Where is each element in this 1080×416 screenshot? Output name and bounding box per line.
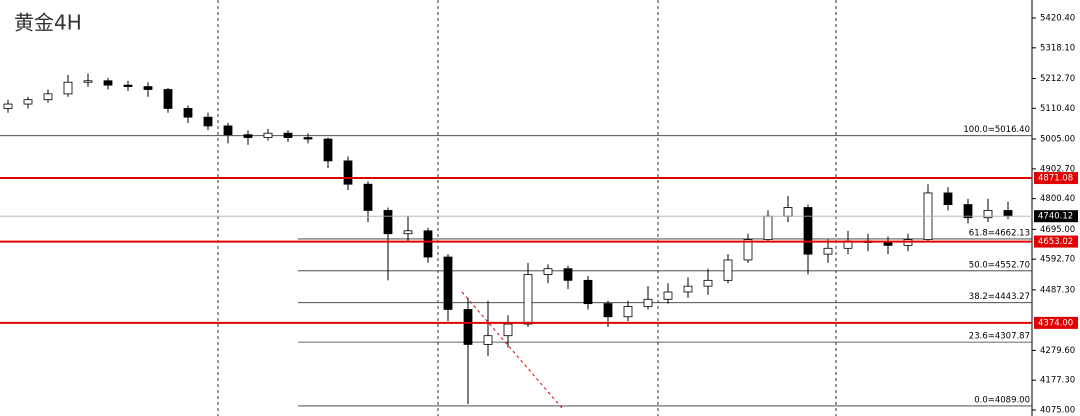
y-tick-label: 4279.60: [1040, 346, 1075, 356]
candle-body: [623, 306, 633, 318]
y-tick-label: 4177.30: [1040, 376, 1075, 386]
candle-body: [83, 80, 93, 83]
candle-body: [443, 256, 453, 310]
fib-label: 38.2=4443.27: [969, 292, 1030, 302]
candle-body: [3, 103, 13, 109]
candle-body: [523, 274, 533, 325]
candle-body: [943, 192, 953, 205]
candle-body: [503, 323, 513, 337]
candle-body: [683, 285, 693, 293]
candle-body: [763, 215, 773, 240]
level-label: 4653.02: [1038, 237, 1073, 247]
candle-body: [123, 84, 133, 87]
candle-body: [603, 303, 613, 318]
candle-body: [343, 160, 353, 185]
y-tick-label: 4695.00: [1040, 225, 1075, 235]
candle-body: [823, 247, 833, 255]
y-tick-label: 5212.70: [1040, 74, 1075, 84]
candle-body: [323, 138, 333, 162]
candle-body: [663, 291, 673, 300]
candle-body: [463, 309, 473, 345]
candle-body: [883, 242, 893, 246]
candle-body: [223, 125, 233, 136]
fib-label: 100.0=5016.40: [963, 125, 1030, 135]
chart-title: 黄金4H: [14, 11, 82, 35]
level-label-box: [1034, 172, 1078, 185]
candle-body: [103, 80, 113, 86]
candle-body: [163, 89, 173, 109]
candle-body: [243, 134, 253, 138]
level-label-box: [1034, 316, 1078, 329]
candle-body: [143, 86, 153, 90]
fib-label: 0.0=4089.00: [974, 395, 1030, 405]
candle-body: [383, 210, 393, 235]
fib-trendline: [461, 291, 563, 409]
fib-label: 61.8=4662.13: [969, 228, 1030, 238]
fib-label: 23.6=4307.87: [969, 332, 1030, 342]
candle-body: [283, 132, 293, 138]
candle-body: [43, 93, 53, 101]
level-label: 4374.00: [1038, 318, 1073, 328]
y-tick-label: 5420.40: [1040, 14, 1075, 24]
candle-body: [803, 207, 813, 255]
level-label: 4871.08: [1038, 174, 1073, 184]
candle-body: [1003, 210, 1013, 217]
current-price-label: 4740.12: [1038, 212, 1073, 222]
candle-body: [183, 108, 193, 118]
candle-body: [203, 116, 213, 127]
y-tick-label: 5005.00: [1040, 135, 1075, 145]
candle-body: [263, 132, 273, 138]
candle-body: [23, 99, 33, 105]
y-tick-label: 4592.70: [1040, 255, 1075, 265]
candle-body: [543, 268, 553, 275]
candle-body: [363, 183, 373, 211]
current-price-box: [1034, 210, 1078, 223]
candle-body: [423, 230, 433, 258]
candle-body: [963, 204, 973, 219]
candle-body: [583, 279, 593, 305]
candle-body: [483, 335, 493, 345]
y-tick-label: 4075.00: [1040, 406, 1075, 416]
candle-body: [563, 268, 573, 281]
y-tick-label: 4487.30: [1040, 285, 1075, 295]
level-label-box: [1034, 235, 1078, 248]
candle-body: [303, 137, 313, 140]
candle-body: [643, 298, 653, 307]
candle-body: [723, 259, 733, 281]
y-tick-label: 5110.40: [1040, 104, 1075, 114]
candle-body: [783, 207, 793, 217]
candle-body: [703, 279, 713, 287]
y-tick-label: 4800.40: [1040, 194, 1075, 204]
y-tick-label: 4902.70: [1040, 164, 1075, 174]
candle-body: [63, 81, 73, 95]
fib-label: 50.0=4552.70: [969, 260, 1030, 270]
candle-body: [983, 210, 993, 219]
candle-body: [743, 239, 753, 261]
y-tick-label: 5318.10: [1040, 43, 1075, 53]
candle-body: [403, 230, 413, 235]
